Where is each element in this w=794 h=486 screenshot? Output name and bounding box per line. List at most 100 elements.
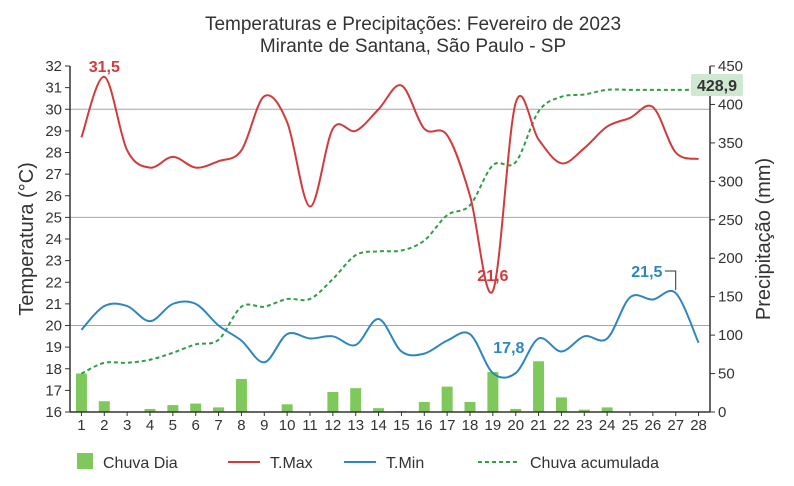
bar-chuva-dia-1 bbox=[75, 373, 87, 412]
annotation-tmin-min: 17,8 bbox=[493, 340, 524, 357]
bars-chuva-dia bbox=[75, 361, 613, 412]
bar-chuva-dia-20 bbox=[510, 408, 522, 412]
annotation-acc-total: 428,9 bbox=[697, 78, 737, 95]
x-tick-label-9: 9 bbox=[260, 417, 268, 434]
x-tick-label-16: 16 bbox=[416, 417, 433, 434]
y-tick-label-left: 19 bbox=[45, 339, 62, 356]
legend-label-chuva-dia: Chuva Dia bbox=[103, 455, 178, 472]
x-tick-label-10: 10 bbox=[279, 417, 296, 434]
tick-labels: 1617181920212223242526272829303132050100… bbox=[45, 58, 743, 434]
x-tick-label-6: 6 bbox=[192, 417, 200, 434]
y-tick-label-left: 27 bbox=[45, 166, 62, 183]
line-t-max bbox=[80, 75, 699, 294]
legend-swatch-chuva-dia bbox=[77, 453, 93, 469]
bar-chuva-dia-19 bbox=[487, 372, 499, 412]
y-tick-label-right: 350 bbox=[718, 135, 743, 152]
bar-chuva-dia-6 bbox=[190, 403, 202, 412]
y-tick-label-left: 30 bbox=[45, 101, 62, 118]
x-tick-label-4: 4 bbox=[146, 417, 154, 434]
y-tick-label-right: 100 bbox=[718, 327, 743, 344]
x-tick-label-20: 20 bbox=[507, 417, 524, 434]
x-tick-label-24: 24 bbox=[599, 417, 616, 434]
x-tick-label-26: 26 bbox=[645, 417, 662, 434]
y-axis-label-left: Temperatura (°C) bbox=[16, 162, 38, 316]
bar-chuva-dia-7 bbox=[213, 407, 225, 412]
x-tick-label-8: 8 bbox=[237, 417, 245, 434]
y-tick-label-left: 28 bbox=[45, 145, 62, 162]
axes bbox=[65, 65, 715, 416]
x-tick-label-19: 19 bbox=[485, 417, 502, 434]
y-tick-label-left: 23 bbox=[45, 253, 62, 270]
bar-chuva-dia-2 bbox=[98, 401, 110, 412]
y-tick-label-right: 50 bbox=[718, 366, 735, 383]
x-tick-label-28: 28 bbox=[690, 417, 707, 434]
y-tick-label-left: 22 bbox=[45, 274, 62, 291]
bar-chuva-dia-22 bbox=[555, 397, 567, 412]
chart-title-group: Temperaturas e Precipitações: Fevereiro … bbox=[205, 14, 621, 57]
bar-chuva-dia-14 bbox=[373, 408, 385, 412]
x-tick-label-22: 22 bbox=[553, 417, 570, 434]
y-tick-label-right: 450 bbox=[718, 58, 743, 75]
gridlines bbox=[70, 108, 710, 326]
x-tick-label-15: 15 bbox=[393, 417, 410, 434]
x-tick-label-23: 23 bbox=[576, 417, 593, 434]
bar-chuva-dia-5 bbox=[167, 405, 179, 412]
y-tick-label-right: 300 bbox=[718, 173, 743, 190]
x-tick-label-13: 13 bbox=[347, 417, 364, 434]
bar-chuva-dia-4 bbox=[144, 408, 156, 412]
x-tick-label-12: 12 bbox=[325, 417, 342, 434]
x-tick-label-21: 21 bbox=[530, 417, 547, 434]
bar-chuva-dia-12 bbox=[327, 392, 339, 412]
legend: Chuva Dia T.Max T.Min Chuva acumulada bbox=[77, 453, 659, 472]
y-tick-label-right: 200 bbox=[718, 250, 743, 267]
y-tick-label-left: 16 bbox=[45, 404, 62, 421]
y-tick-label-left: 17 bbox=[45, 382, 62, 399]
x-tick-label-3: 3 bbox=[123, 417, 131, 434]
y-axis-label-right: Precipitação (mm) bbox=[753, 158, 775, 320]
bar-chuva-dia-18 bbox=[464, 402, 476, 412]
x-tick-label-1: 1 bbox=[77, 417, 85, 434]
x-tick-label-17: 17 bbox=[439, 417, 456, 434]
bar-chuva-dia-17 bbox=[441, 386, 453, 412]
annotation-tmin-peak: 21,5 bbox=[631, 264, 662, 281]
chart-subtitle: Mirante de Santana, São Paulo - SP bbox=[260, 36, 566, 57]
y-tick-label-left: 25 bbox=[45, 209, 62, 226]
bar-chuva-dia-16 bbox=[418, 402, 430, 412]
annotations: 31,5 21,6 17,8 21,5 428,9 bbox=[89, 59, 743, 357]
annotation-tmin-leader bbox=[664, 270, 677, 291]
x-tick-label-27: 27 bbox=[667, 417, 684, 434]
bar-chuva-dia-10 bbox=[281, 404, 293, 412]
y-tick-label-left: 18 bbox=[45, 361, 62, 378]
y-tick-label-right: 400 bbox=[718, 96, 743, 113]
y-tick-label-left: 31 bbox=[45, 80, 62, 97]
annotation-acc-box bbox=[691, 74, 743, 96]
y-tick-label-left: 21 bbox=[45, 296, 62, 313]
annotation-tmax-min: 21,6 bbox=[477, 268, 508, 285]
bar-chuva-dia-13 bbox=[350, 388, 362, 412]
y-tick-label-left: 29 bbox=[45, 123, 62, 140]
y-tick-label-right: 250 bbox=[718, 212, 743, 229]
x-tick-label-11: 11 bbox=[302, 417, 318, 434]
line-chuva-acumulada bbox=[80, 88, 699, 375]
y-tick-label-right: 150 bbox=[718, 289, 743, 306]
bar-chuva-dia-24 bbox=[601, 407, 613, 412]
x-tick-label-18: 18 bbox=[462, 417, 479, 434]
legend-label-chuva-acumulada: Chuva acumulada bbox=[530, 455, 659, 472]
bar-chuva-dia-21 bbox=[533, 361, 545, 412]
x-tick-label-25: 25 bbox=[622, 417, 639, 434]
x-tick-label-5: 5 bbox=[169, 417, 177, 434]
y-tick-label-left: 20 bbox=[45, 318, 62, 335]
legend-label-t-max: T.Max bbox=[270, 455, 313, 472]
bar-chuva-dia-8 bbox=[235, 378, 247, 412]
annotation-tmax-peak: 31,5 bbox=[89, 59, 120, 76]
y-tick-label-right: 0 bbox=[718, 404, 726, 421]
legend-label-t-min: T.Min bbox=[386, 455, 424, 472]
y-tick-label-left: 32 bbox=[45, 58, 62, 75]
x-tick-label-14: 14 bbox=[370, 417, 387, 434]
series-lines bbox=[80, 75, 700, 379]
line-t-min bbox=[80, 289, 700, 379]
y-tick-label-left: 26 bbox=[45, 188, 62, 205]
bar-chuva-dia-23 bbox=[578, 409, 590, 412]
x-tick-label-2: 2 bbox=[100, 417, 108, 434]
